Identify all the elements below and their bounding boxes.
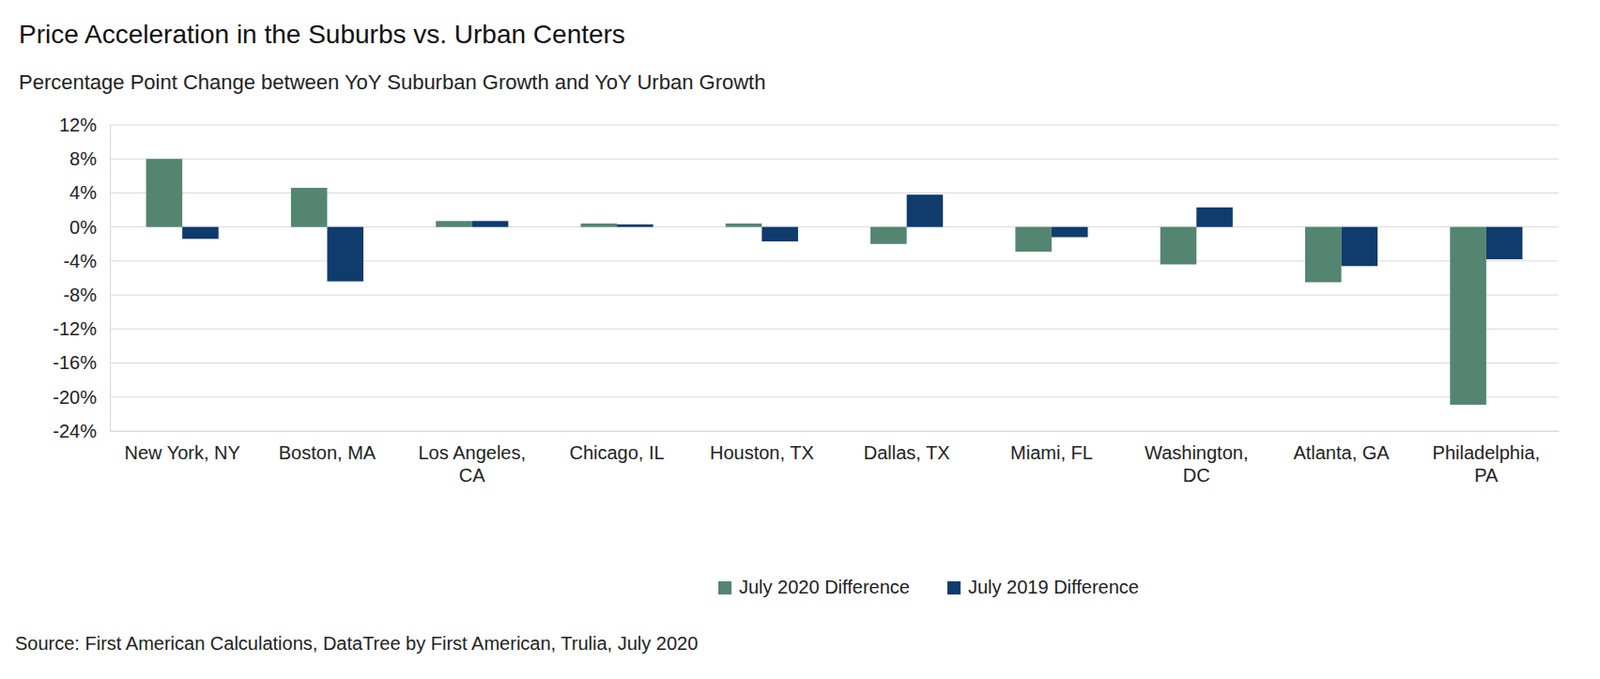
- bar: [291, 187, 328, 228]
- y-tick-label: 8%: [69, 148, 97, 170]
- y-tick: -24%: [52, 420, 110, 442]
- legend-label: July 2020 Difference: [738, 576, 910, 598]
- bar: [1160, 227, 1198, 265]
- grid-line: [109, 362, 1559, 364]
- y-axis: 12% 8% 4% 0% -4% -8% -12% -16% -20% -24%: [52, 114, 110, 442]
- y-axis-line: [109, 125, 111, 432]
- bar: [1015, 227, 1052, 252]
- y-tick: -12%: [52, 318, 110, 339]
- x-tick-label: Atlanta, GA: [1292, 442, 1390, 463]
- x-tick: New York, NY: [123, 430, 240, 463]
- x-tick: Boston, MA: [278, 430, 377, 463]
- y-tick: 0%: [69, 216, 110, 238]
- x-tick-label: Houston, TX: [709, 442, 815, 463]
- bar: [725, 223, 763, 228]
- bar: [761, 227, 799, 242]
- legend-label: July 2019 Difference: [968, 576, 1139, 598]
- source: Source: First American Calculations, Dat…: [15, 632, 698, 654]
- x-tick: Dallas, TX: [863, 430, 951, 463]
- grid-line: [109, 294, 1559, 296]
- x-tick-label: Miami, FL: [1010, 442, 1093, 463]
- bar: [1196, 207, 1233, 228]
- y-tick-label: 4%: [69, 182, 97, 203]
- grid-line: [109, 328, 1559, 330]
- y-tick-label: -4%: [62, 250, 97, 272]
- title: Price Acceleration in the Suburbs vs. Ur…: [18, 19, 626, 49]
- grid-line: [109, 430, 1559, 432]
- x-tick-label: Los Angeles,CA: [417, 442, 526, 486]
- bar: [1486, 227, 1524, 260]
- bar: [146, 158, 184, 227]
- x-tick: Washington,DC: [1144, 430, 1248, 486]
- bar: [907, 194, 944, 227]
- x-tick-label: New York, NY: [123, 442, 240, 463]
- grid-line: [109, 396, 1559, 398]
- legend: July 2020 Difference July 2019 Difference: [718, 576, 1139, 598]
- legend-swatch: [947, 581, 961, 595]
- x-axis: New York, NY Boston, MA Los Angeles,CA Chic…: [110, 430, 1560, 486]
- subtitle: Percentage Point Change between YoY Subu…: [18, 70, 766, 94]
- y-tick-label: -24%: [52, 420, 97, 442]
- x-tick: Chicago, IL: [569, 430, 664, 463]
- bar: [1449, 227, 1487, 405]
- y-tick-label: -20%: [52, 386, 97, 408]
- bar: [182, 227, 219, 240]
- x-tick: Los Angeles,CA: [417, 430, 526, 486]
- x-tick-label: Washington,DC: [1144, 442, 1248, 486]
- bar: [435, 220, 473, 227]
- x-tick: Miami, FL: [1010, 430, 1093, 463]
- x-tick: Atlanta, GA: [1292, 430, 1390, 463]
- bar: [580, 223, 617, 228]
- bar: [472, 220, 509, 227]
- grid-line: [109, 124, 1559, 126]
- y-tick: 12%: [59, 114, 110, 136]
- x-tick-label: Boston, MA: [278, 442, 377, 463]
- x-tick-label: Dallas, TX: [863, 442, 951, 463]
- y-tick: 8%: [69, 148, 110, 170]
- y-tick-label: 12%: [59, 114, 97, 136]
- bar: [1051, 227, 1089, 238]
- y-tick: -8%: [62, 284, 110, 306]
- y-tick-label: -8%: [62, 284, 97, 306]
- bar: [870, 227, 908, 245]
- x-axis-line: [110, 430, 1560, 432]
- y-tick: 4%: [69, 182, 110, 203]
- legend-swatch: [718, 581, 732, 595]
- bar: [326, 227, 364, 282]
- y-tick-label: -16%: [52, 352, 97, 373]
- x-tick: Houston, TX: [709, 430, 815, 463]
- y-tick: -20%: [52, 386, 110, 408]
- bar: [1305, 227, 1342, 283]
- legend-item: July 2020 Difference: [718, 576, 910, 598]
- grid: [109, 124, 1559, 431]
- bars: [146, 158, 1524, 405]
- x-tick: Philadelphia,PA: [1432, 430, 1541, 486]
- chart: Price Acceleration in the Suburbs vs. Ur…: [0, 0, 1600, 679]
- y-tick-label: 0%: [69, 216, 97, 238]
- x-tick-label: Chicago, IL: [569, 442, 664, 463]
- bar: [616, 224, 654, 228]
- y-tick: -4%: [62, 250, 110, 272]
- y-tick-label: -12%: [52, 318, 97, 339]
- x-tick-label: Philadelphia,PA: [1432, 442, 1541, 486]
- y-tick: -16%: [52, 352, 110, 373]
- legend-item: July 2019 Difference: [947, 576, 1139, 598]
- bar: [1341, 227, 1379, 267]
- grid-line: [109, 158, 1559, 160]
